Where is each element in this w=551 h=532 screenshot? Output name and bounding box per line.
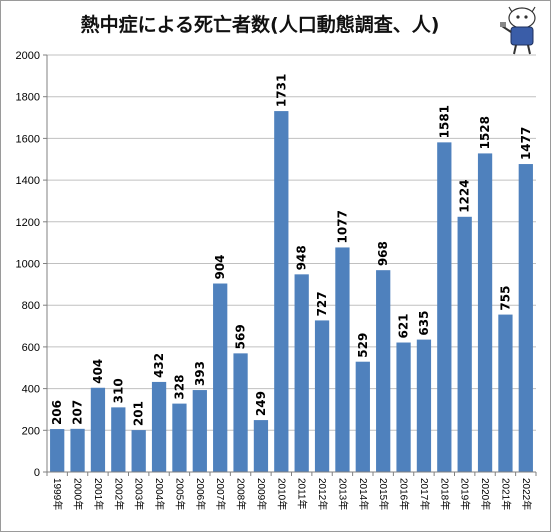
bar — [111, 407, 126, 472]
bar — [192, 390, 207, 472]
bar — [355, 361, 370, 472]
mascot-character-icon — [500, 6, 536, 55]
data-label: 201 — [132, 401, 146, 426]
gridlines — [43, 54, 536, 473]
x-tick-label: 2015年 — [377, 478, 390, 510]
y-tick-label: 200 — [22, 425, 40, 437]
bar — [396, 342, 411, 472]
data-label: 569 — [234, 324, 248, 349]
x-tick-label: 2009年 — [255, 478, 268, 510]
y-tick-label: 1200 — [16, 217, 40, 229]
bar — [90, 387, 106, 472]
data-label: 1581 — [437, 105, 451, 138]
x-tick-label: 2004年 — [153, 478, 166, 510]
data-label: 621 — [397, 313, 411, 338]
bar — [335, 247, 350, 472]
x-tick-label: 2012年 — [316, 478, 329, 510]
data-label: 635 — [417, 311, 431, 336]
data-label: 1477 — [519, 127, 533, 160]
data-label: 249 — [254, 391, 268, 416]
bar — [172, 403, 187, 472]
x-tick-label: 2005年 — [173, 478, 186, 510]
x-tick-label: 2022年 — [520, 478, 533, 510]
bar — [294, 274, 309, 472]
bar — [151, 381, 167, 472]
bar — [213, 283, 228, 472]
data-labels: 206 207 404 310 201 432 328 393 904 569 249 1731 948… — [50, 74, 533, 426]
x-tick-label: 2003年 — [133, 478, 146, 510]
y-tick-label: 1800 — [16, 92, 40, 104]
y-tick-label: 1000 — [16, 259, 40, 271]
x-tick-label: 2013年 — [336, 478, 349, 510]
bar — [437, 142, 452, 472]
x-tick-label: 2019年 — [459, 478, 472, 510]
data-label: 310 — [111, 378, 125, 403]
data-label: 529 — [356, 333, 370, 358]
data-label: 904 — [213, 254, 227, 279]
x-tick-label: 2016年 — [398, 478, 411, 510]
bar — [50, 429, 65, 472]
data-label: 727 — [315, 291, 329, 316]
x-tick-label: 2000年 — [72, 478, 85, 510]
x-tick-label: 1999年 — [51, 478, 64, 510]
y-tick-label: 2000 — [16, 50, 40, 62]
y-tick-label: 0 — [34, 467, 40, 479]
data-label: 968 — [376, 241, 390, 266]
x-tick-label: 2007年 — [214, 478, 227, 510]
x-axis-ticks: 1999年 2000年 2001年 2002年 2003年 2004年 2005年 2006年… — [46, 472, 537, 510]
x-tick-label: 2017年 — [418, 478, 431, 510]
y-tick-label: 800 — [22, 300, 40, 312]
data-label: 328 — [172, 375, 186, 400]
chart-title: 熱中症による死亡者数(人口動態調査、人) — [80, 14, 440, 36]
bar — [314, 320, 330, 472]
bar — [498, 314, 513, 472]
data-label: 207 — [71, 400, 85, 425]
data-label: 432 — [152, 353, 166, 378]
bar — [376, 270, 391, 472]
x-tick-label: 2014年 — [357, 478, 370, 510]
bar — [457, 216, 472, 472]
data-label: 393 — [193, 361, 207, 386]
bar — [253, 420, 269, 472]
data-label: 1224 — [458, 179, 472, 212]
bar — [131, 430, 146, 472]
bar — [477, 153, 493, 473]
x-tick-label: 2001年 — [92, 478, 105, 510]
x-tick-label: 2010年 — [275, 478, 288, 510]
bars — [50, 111, 533, 473]
x-tick-label: 2011年 — [296, 478, 309, 510]
x-tick-label: 2020年 — [479, 478, 492, 510]
bar — [518, 164, 533, 472]
x-tick-label: 2002年 — [112, 478, 125, 510]
x-tick-label: 2021年 — [499, 478, 512, 510]
data-label: 948 — [295, 245, 309, 270]
bar — [416, 339, 432, 472]
x-tick-label: 2018年 — [438, 478, 451, 510]
y-axis-ticks: 0 200 400 600 800 1000 1200 1400 1600 1800 2000 — [16, 50, 40, 479]
bar — [274, 111, 289, 473]
y-tick-label: 1400 — [16, 175, 40, 187]
bar — [70, 428, 85, 472]
data-label: 1077 — [335, 210, 349, 243]
data-label: 1731 — [274, 74, 288, 107]
data-label: 404 — [91, 359, 105, 384]
data-label: 206 — [50, 400, 64, 425]
y-tick-label: 400 — [22, 384, 40, 396]
y-tick-label: 600 — [22, 342, 40, 354]
y-tick-label: 1600 — [16, 133, 40, 145]
bar — [233, 353, 248, 472]
x-tick-label: 2008年 — [235, 478, 248, 510]
x-tick-label: 2006年 — [194, 478, 207, 510]
data-label: 1528 — [478, 116, 492, 149]
data-label: 755 — [498, 286, 512, 311]
